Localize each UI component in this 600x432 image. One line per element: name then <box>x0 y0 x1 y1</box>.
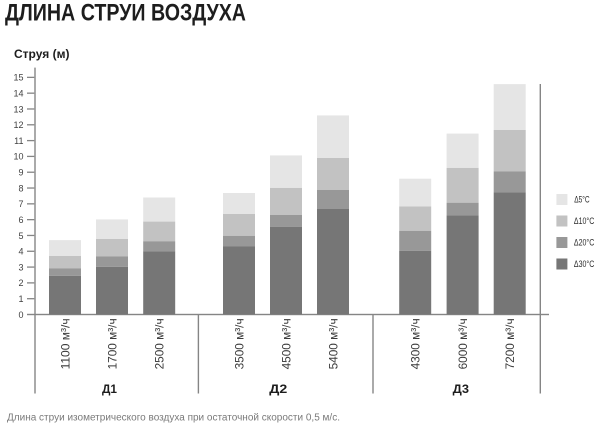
svg-text:13: 13 <box>13 104 23 114</box>
svg-text:5: 5 <box>18 231 23 241</box>
svg-text:Δ30°C: Δ30°C <box>574 259 595 269</box>
svg-text:15: 15 <box>13 73 23 83</box>
svg-text:2500 м³/ч: 2500 м³/ч <box>153 318 167 369</box>
svg-text:4: 4 <box>18 247 23 257</box>
svg-text:1100 м³/ч: 1100 м³/ч <box>58 318 72 369</box>
svg-text:ДЛИНА СТРУИ ВОЗДУХА: ДЛИНА СТРУИ ВОЗДУХА <box>5 0 246 27</box>
svg-text:Δ10°C: Δ10°C <box>574 216 595 226</box>
svg-text:6: 6 <box>18 215 23 225</box>
svg-text:Δ5°C: Δ5°C <box>574 194 590 204</box>
svg-text:5400 м³/ч: 5400 м³/ч <box>326 318 340 369</box>
svg-text:Д2: Д2 <box>269 382 287 396</box>
svg-text:Δ20°C: Δ20°C <box>574 237 595 247</box>
svg-text:2: 2 <box>18 278 23 288</box>
svg-text:8: 8 <box>18 183 23 193</box>
svg-text:3: 3 <box>18 262 23 272</box>
svg-text:0: 0 <box>18 310 23 320</box>
svg-text:7: 7 <box>18 199 23 209</box>
svg-text:1700 м³/ч: 1700 м³/ч <box>106 318 120 369</box>
svg-text:Д1: Д1 <box>102 382 117 396</box>
svg-text:10: 10 <box>13 152 23 162</box>
svg-text:7200 м³/ч: 7200 м³/ч <box>503 318 517 369</box>
svg-text:9: 9 <box>18 168 23 178</box>
svg-text:Длина струи изометрического во: Длина струи изометрического воздуха при … <box>7 413 340 424</box>
svg-text:11: 11 <box>14 136 23 146</box>
svg-text:6000 м³/ч: 6000 м³/ч <box>456 318 470 369</box>
svg-text:Д3: Д3 <box>453 382 470 396</box>
svg-text:1: 1 <box>18 294 23 304</box>
svg-text:Струя (м): Струя (м) <box>14 47 69 61</box>
svg-text:4500 м³/ч: 4500 м³/ч <box>279 318 293 369</box>
svg-text:12: 12 <box>13 120 23 130</box>
svg-text:4300 м³/ч: 4300 м³/ч <box>409 318 423 369</box>
svg-text:3500 м³/ч: 3500 м³/ч <box>232 318 246 369</box>
svg-text:14: 14 <box>13 89 23 99</box>
